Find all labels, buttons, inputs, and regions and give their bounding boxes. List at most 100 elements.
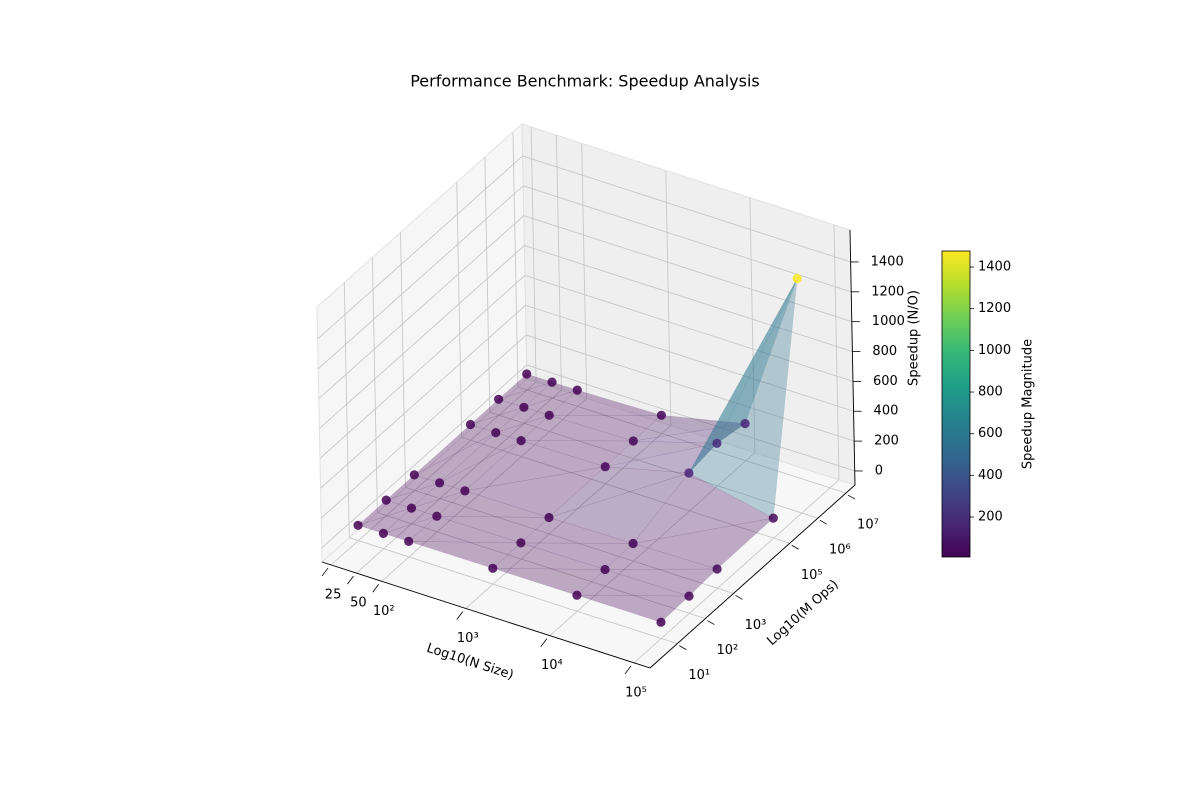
grid-line <box>343 282 350 538</box>
surface-facet <box>382 515 437 542</box>
surface-facet <box>438 440 522 492</box>
surface-facet <box>436 515 550 544</box>
grid-line <box>321 364 528 549</box>
surface-facet <box>497 381 553 408</box>
colorbar-label: Speedup Magnitude <box>1021 339 1036 469</box>
data-point <box>353 520 363 530</box>
grid-line <box>749 197 756 453</box>
data-point <box>628 436 638 446</box>
data-point <box>544 410 554 420</box>
surface-facet <box>604 568 718 597</box>
tick-mark <box>819 519 828 525</box>
grid-line <box>465 425 672 609</box>
grid-line <box>524 274 854 382</box>
grid-line <box>371 257 378 513</box>
y-tick-label: 10⁵ <box>801 568 823 583</box>
surface-facet <box>492 542 606 570</box>
surface-facet <box>469 407 525 433</box>
colorbar <box>941 250 971 558</box>
grid-line <box>525 304 854 412</box>
grid-line <box>405 487 734 594</box>
grid-line <box>524 245 853 352</box>
data-point <box>378 528 388 539</box>
x-axis-line <box>321 561 651 669</box>
data-point <box>768 513 778 523</box>
colorbar-tick-label: 800 <box>978 385 1003 400</box>
x-tick-label: 10⁴ <box>541 658 563 673</box>
grid-line <box>522 155 851 263</box>
surface-facet <box>357 499 413 526</box>
surface-facet <box>633 423 746 444</box>
surface-facet <box>576 569 690 597</box>
surface-facet <box>548 466 689 518</box>
grid-line <box>320 334 527 519</box>
y-axis-line <box>649 484 856 669</box>
grid-line <box>320 304 526 489</box>
tick-mark <box>347 575 354 585</box>
data-point <box>381 495 391 505</box>
y-tick-label: 10⁷ <box>857 518 879 533</box>
grid-line <box>400 232 406 488</box>
grid-line <box>349 537 678 645</box>
grid-line <box>517 386 847 494</box>
tick-mark <box>735 595 743 600</box>
surface-facet <box>521 440 634 467</box>
grid-line <box>484 157 491 413</box>
z-axis-line <box>849 229 856 486</box>
surface-facet <box>357 507 412 534</box>
data-point <box>465 419 476 430</box>
surface-facet <box>464 466 607 518</box>
surface-facet <box>604 440 717 468</box>
data-point <box>519 402 529 412</box>
data-point <box>409 470 419 480</box>
grid-line <box>530 126 537 382</box>
surface-facet <box>470 399 525 425</box>
grid-line <box>549 452 756 636</box>
surface-facet <box>632 472 775 544</box>
surface-facet <box>410 490 466 517</box>
grid-line <box>330 381 537 566</box>
surface-facet <box>716 278 798 445</box>
grid-line <box>512 132 519 388</box>
surface-facet <box>383 507 438 534</box>
tick-mark <box>540 638 548 647</box>
data-point <box>547 377 557 387</box>
surface-facet <box>439 432 522 484</box>
colorbar-tick-label: 1000 <box>978 343 1011 358</box>
z-tick-label: 600 <box>873 374 898 389</box>
y-tick-label: 10² <box>717 643 739 658</box>
z-axis-label: Speedup (N/O) <box>907 290 922 386</box>
surface-facet <box>576 594 690 623</box>
surface-facet <box>464 440 606 492</box>
x-tick-label: 50 <box>350 596 367 611</box>
colorbar-tick-label: 400 <box>978 468 1003 483</box>
z-tick-label: 400 <box>874 404 899 419</box>
surface-facet <box>688 278 798 519</box>
grid-line <box>526 364 855 472</box>
tick-mark <box>321 567 329 577</box>
tick-mark <box>707 620 715 625</box>
grid-line <box>317 185 524 370</box>
z-tick-label: 1400 <box>871 254 904 269</box>
z-tick-label: 800 <box>872 344 897 359</box>
surface-facet <box>494 415 550 441</box>
data-point <box>792 273 802 284</box>
data-point <box>522 369 532 379</box>
grid-line <box>526 334 855 442</box>
data-point <box>712 564 722 574</box>
surface-facet <box>548 472 690 544</box>
surface-facet <box>523 381 579 408</box>
y-tick-label: 10¹ <box>688 668 710 683</box>
data-point <box>460 486 470 496</box>
grid-line <box>318 215 525 400</box>
grid-line <box>456 182 463 438</box>
x-tick-label: 25 <box>325 587 342 602</box>
grid-line <box>833 224 840 480</box>
surface-facet <box>414 424 497 476</box>
surface-facet <box>385 482 440 509</box>
data-point <box>516 538 526 548</box>
surface-facet <box>408 515 521 544</box>
z-tick-label: 1000 <box>872 314 905 329</box>
tick-mark <box>624 665 632 675</box>
colorbar-tick-label: 200 <box>978 510 1003 525</box>
